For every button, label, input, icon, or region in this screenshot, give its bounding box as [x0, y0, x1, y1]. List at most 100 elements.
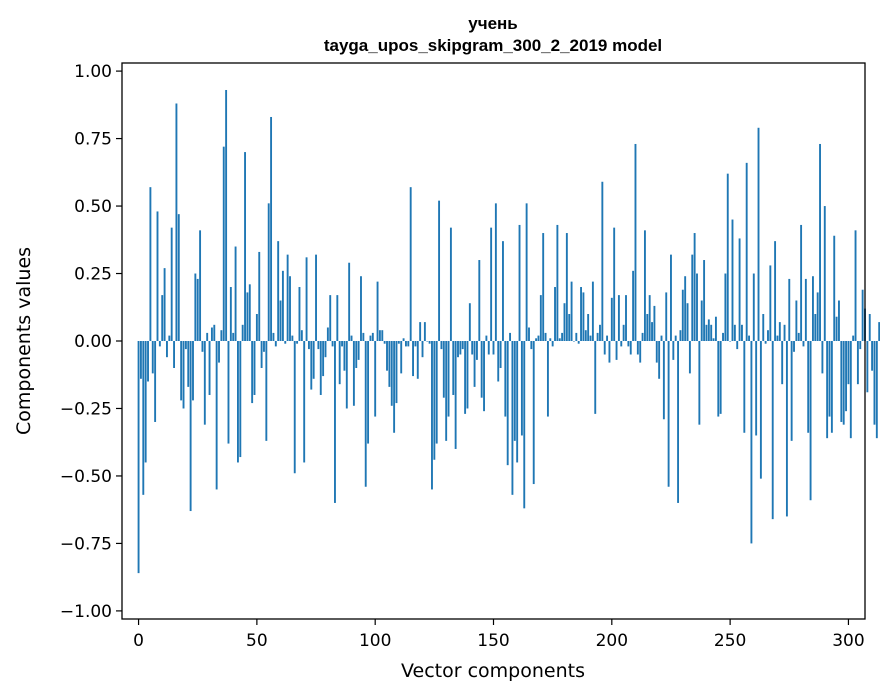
bar [156, 211, 159, 341]
bar [681, 289, 684, 341]
bar [480, 341, 483, 398]
bar [433, 341, 436, 460]
y-tick-label: 0.25 [74, 265, 112, 285]
bar [859, 341, 862, 350]
x-axis-ticks: 0 50 100 150 200 250 300 [133, 619, 865, 651]
bar [518, 224, 521, 341]
x-tick-label: 50 [246, 631, 268, 651]
bar [613, 227, 616, 341]
bar [797, 332, 800, 341]
bar [447, 341, 450, 417]
bar [189, 341, 192, 512]
bar [764, 341, 767, 344]
bar [471, 341, 474, 355]
bar [490, 227, 493, 341]
chart-title: учень [468, 14, 518, 33]
bar [402, 338, 405, 341]
bar [289, 276, 291, 341]
bar [617, 295, 620, 341]
bar [738, 238, 741, 341]
bar [307, 341, 310, 350]
plot-frame [121, 62, 866, 620]
bar [336, 295, 339, 341]
bar [629, 341, 632, 355]
bar [180, 341, 183, 401]
bar [158, 341, 161, 347]
bar [582, 292, 585, 341]
bar [407, 341, 410, 347]
bar [203, 341, 206, 425]
bar [362, 332, 365, 341]
bar [248, 284, 251, 341]
bar [431, 341, 433, 490]
y-tick-label: 0.00 [74, 332, 112, 352]
bar [601, 181, 604, 341]
x-tick-label: 200 [596, 631, 628, 651]
bar [875, 341, 878, 439]
bar [539, 295, 542, 341]
bar [568, 314, 571, 341]
bar [409, 187, 412, 341]
bar [324, 341, 327, 358]
bar [296, 341, 299, 344]
bar [788, 278, 791, 341]
bar [147, 341, 149, 382]
bar [584, 330, 587, 341]
bar [173, 341, 175, 368]
bar [274, 341, 277, 347]
bar [445, 341, 448, 441]
bar [452, 341, 455, 395]
bar [639, 341, 642, 363]
bar [804, 278, 807, 341]
bar [229, 287, 232, 341]
bar [610, 297, 613, 341]
bar [270, 116, 273, 341]
bar [473, 341, 476, 387]
bar [334, 341, 336, 503]
bar [497, 341, 500, 382]
bar [232, 332, 235, 341]
bar [861, 289, 864, 341]
bar [625, 295, 627, 341]
bar [717, 341, 720, 417]
bar [239, 341, 242, 458]
bar [700, 300, 703, 341]
bar [426, 341, 429, 342]
bar [516, 341, 519, 463]
bar [596, 332, 599, 341]
bar [331, 341, 334, 347]
bar [343, 341, 346, 371]
bar [170, 227, 173, 341]
bar [277, 241, 280, 341]
bar [774, 241, 777, 341]
bar [710, 324, 713, 341]
bar [210, 327, 213, 341]
bar [838, 300, 840, 341]
bar [298, 287, 301, 341]
bar [509, 332, 512, 341]
y-tick-label: 1.00 [74, 62, 112, 82]
bar [608, 341, 611, 363]
bar [168, 335, 171, 341]
bar [142, 341, 145, 495]
bar [251, 341, 254, 404]
bar [748, 335, 750, 341]
bar [812, 276, 814, 341]
bar [144, 341, 147, 463]
bar [520, 341, 523, 436]
bar [397, 341, 400, 344]
bar [665, 292, 668, 341]
bar [670, 254, 672, 341]
bar [395, 341, 398, 404]
y-axis-ticks: 1.00 0.75 0.50 0.25 0.00 −0.25 −0.50 −0.75 −1.00 [60, 62, 122, 622]
bar [360, 276, 362, 341]
bar [459, 341, 462, 355]
bar [807, 341, 810, 433]
bar [662, 341, 665, 420]
bar [606, 335, 609, 341]
bar [549, 338, 552, 341]
bar [305, 257, 308, 341]
bar [215, 341, 218, 490]
bar [878, 322, 880, 341]
